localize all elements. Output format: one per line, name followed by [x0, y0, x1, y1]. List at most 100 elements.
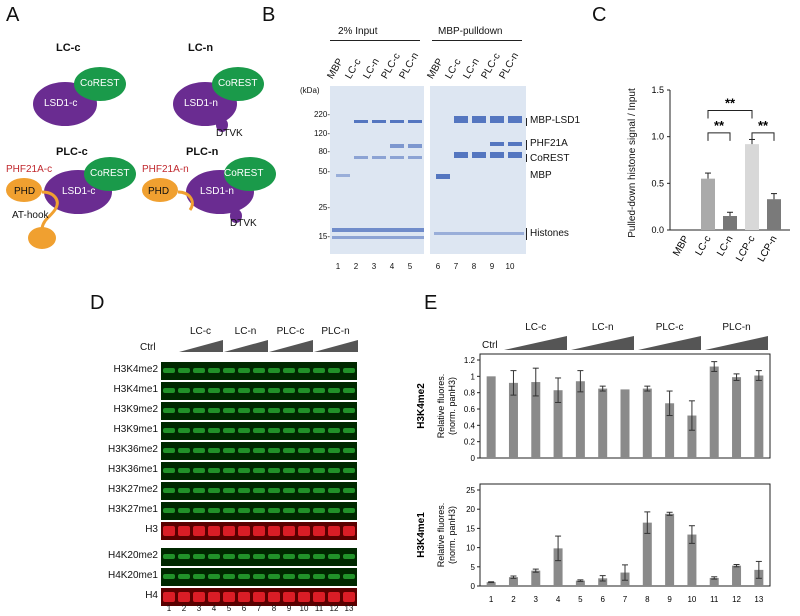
band-label-mbp: MBP: [530, 170, 552, 181]
phd-label: PHD: [148, 186, 170, 197]
x-tick-label: MBP: [671, 234, 692, 259]
concentration-wedge: [571, 336, 635, 350]
bar: [553, 548, 563, 586]
y-tick-label: 0: [471, 582, 476, 591]
lane-number: 5: [407, 262, 413, 271]
marker-120: 120-: [313, 129, 330, 138]
diagram-title-lc-c: LC-c: [56, 42, 81, 54]
panel-label-c: C: [592, 4, 607, 26]
input-bracket: [330, 40, 420, 41]
lane-number: 10: [505, 262, 515, 271]
group-label: LC-n: [234, 326, 257, 337]
western-blot-strip: [161, 548, 357, 566]
x-tick-label: LC-n: [715, 234, 735, 258]
phf21a-bracket: [526, 140, 531, 150]
x-tick-label: LCP-c: [734, 234, 757, 264]
y-tick-label: 0.8: [464, 389, 476, 398]
diagram-title-lc-n: LC-n: [188, 42, 214, 54]
lane-number: 8: [645, 595, 650, 604]
phd-label: PHD: [14, 186, 36, 197]
bar: [531, 382, 541, 458]
lane-number: 2: [181, 604, 187, 613]
blot-label: H3: [145, 524, 158, 535]
y-tick-label: 1.0: [651, 132, 664, 142]
blot-label: H3K4me2: [113, 364, 158, 375]
significance-label: **: [758, 118, 769, 133]
y-axis-label-line1: Relative fluores.: [436, 503, 446, 568]
bar: [665, 403, 675, 458]
lane-number: 6: [241, 604, 247, 613]
lane-number: 7: [256, 604, 262, 613]
bar: [754, 375, 764, 458]
bar: [701, 178, 715, 230]
lsd1-label: LSD1-n: [184, 98, 218, 109]
corest-label: CoREST: [218, 78, 258, 89]
x-tick-label: LCP-n: [756, 234, 780, 264]
bar: [642, 388, 652, 458]
y-tick-label: 0.5: [651, 178, 664, 188]
corest-label: CoREST: [80, 78, 120, 89]
bar: [486, 376, 496, 458]
y-tick-label: 0.0: [651, 225, 664, 235]
histones-bracket: [526, 228, 531, 240]
bar: [553, 390, 563, 458]
lane-number: 1: [335, 262, 341, 271]
bar: [767, 199, 781, 230]
y-tick-label: 0.6: [464, 405, 476, 414]
ctrl-label: Ctrl: [482, 340, 498, 351]
lane-number: 4: [556, 595, 561, 604]
corest-label: CoREST: [224, 168, 264, 179]
lane-number: 3: [196, 604, 202, 613]
group-label: LC-n: [591, 322, 614, 333]
bar: [687, 534, 697, 586]
lane-number: 9: [667, 595, 672, 604]
lane-number: 1: [166, 604, 172, 613]
diagram-title-plc-c: PLC-c: [56, 146, 88, 158]
lane-number: 10: [687, 595, 696, 604]
y-tick-label: 1: [471, 372, 476, 381]
significance-label: **: [725, 96, 736, 111]
marker-220: 220-: [313, 110, 330, 119]
lane-number: 11: [314, 604, 324, 613]
y-tick-label: 5: [471, 563, 476, 572]
lane-number: 7: [453, 262, 459, 271]
y-tick-label: 25: [466, 486, 475, 495]
blot-label: H3K27me1: [107, 504, 158, 515]
lane-header: LC-n: [461, 56, 482, 81]
significance-bracket: **: [751, 118, 775, 141]
western-blot-strip: [161, 502, 357, 520]
bar: [723, 216, 737, 230]
lane-header: MBP: [425, 56, 446, 81]
bar: [665, 513, 675, 586]
corest-bracket: [526, 154, 531, 162]
marker-25: 25-: [318, 203, 330, 212]
group-label: LC-c: [525, 322, 547, 333]
blot-label: H3K36me1: [107, 464, 158, 475]
bar: [642, 522, 652, 586]
group-label: PLC-c: [276, 326, 305, 337]
lane-number: 3: [371, 262, 377, 271]
plc-n-complex-diagram: [142, 157, 276, 223]
bar: [575, 381, 585, 458]
lsd1-label: LSD1-c: [62, 186, 96, 197]
bar: [732, 377, 742, 458]
western-blot-strip: [161, 482, 357, 500]
panel-e-bar-charts: 0 0.2 0.4 0.6 0.8 1 1.2 H3K4me2 Relative fluores…: [416, 353, 771, 604]
lane-number: 9: [489, 262, 495, 271]
band-label-mbp-lsd1: MBP-LSD1: [530, 115, 581, 126]
group-label: PLC-n: [722, 322, 751, 333]
western-blot-strip: [161, 382, 357, 400]
chart-title: H3K4me2: [416, 383, 427, 429]
y-axis-label-line1: Relative fluores.: [436, 374, 446, 439]
y-tick-label: 10: [466, 544, 475, 553]
bar: [598, 388, 608, 458]
blot-label: H4: [145, 590, 158, 601]
y-tick-label: 1.5: [651, 85, 664, 95]
lane-number: 2: [511, 595, 516, 604]
blot-label: H3K9me1: [113, 424, 158, 435]
bar: [508, 382, 518, 458]
western-blot-strip: [161, 422, 357, 440]
concentration-wedge: [705, 336, 769, 350]
panel-label-d: D: [90, 292, 105, 314]
lane-number: 9: [286, 604, 292, 613]
